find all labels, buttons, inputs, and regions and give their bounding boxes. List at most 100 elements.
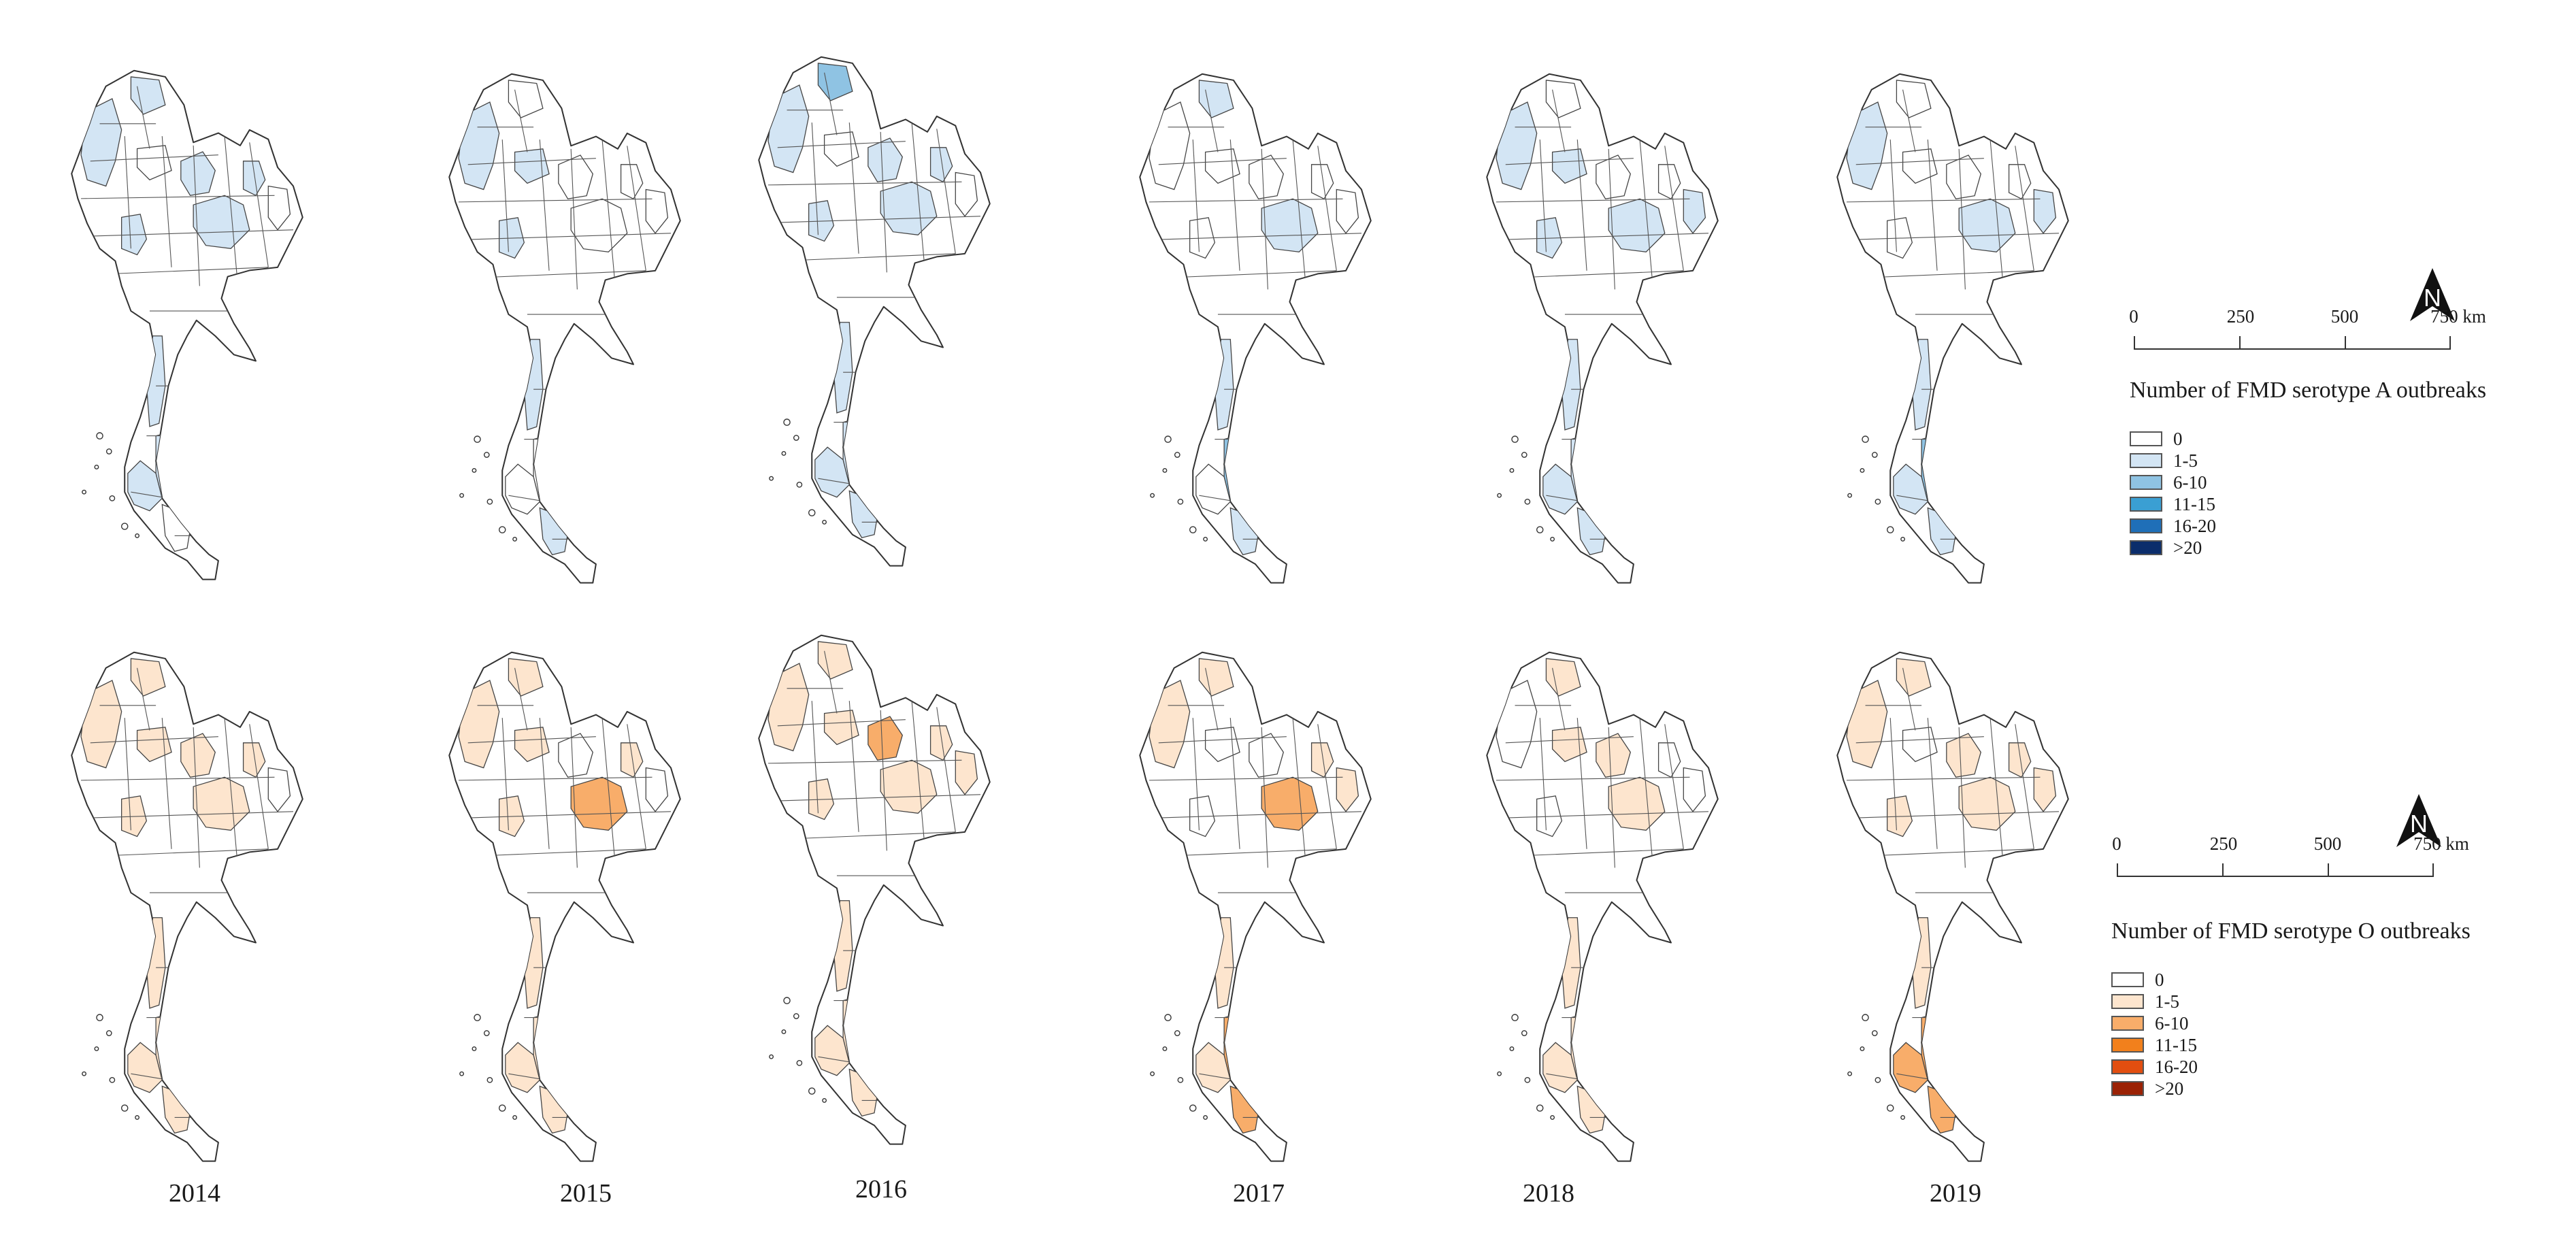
- island: [1847, 493, 1853, 498]
- province-north_2: [136, 145, 172, 181]
- province-northeast_4: [2033, 767, 2057, 812]
- province-boundary: [1989, 718, 2003, 859]
- legend-item: 1-5: [2130, 450, 2576, 471]
- province-northeast_3: [1657, 164, 1681, 200]
- province-boundary: [1552, 89, 1566, 152]
- island: [486, 498, 493, 505]
- legend-item: >20: [2130, 537, 2576, 559]
- island: [1871, 1030, 1878, 1036]
- legend-label: 16-20: [2155, 1056, 2198, 1077]
- island: [793, 1013, 799, 1019]
- island: [459, 493, 465, 498]
- province-boundary: [1149, 776, 1343, 781]
- province-northeast_3: [620, 742, 644, 778]
- province-northeast_4: [2033, 188, 2057, 234]
- province-boundary: [1505, 158, 1634, 165]
- province-south_1: [1542, 1042, 1579, 1093]
- province-boundary: [1664, 724, 1684, 849]
- province-boundary: [1158, 158, 1287, 165]
- province-north_1: [1545, 658, 1581, 697]
- province-north_2: [514, 148, 550, 184]
- province-boundary: [570, 148, 578, 290]
- map-serotype_o-2017: [1139, 651, 1372, 1162]
- legend-item: 6-10: [2130, 471, 2576, 493]
- legend-swatch: [2130, 431, 2162, 446]
- province-boundary: [224, 718, 237, 859]
- province-northeast_4: [267, 767, 291, 812]
- province-north_2: [1551, 148, 1587, 184]
- province-boundary: [627, 146, 646, 271]
- province-boundary: [514, 89, 528, 152]
- map-serotype_a-2016: [758, 56, 991, 567]
- province-boundary: [806, 831, 956, 839]
- island: [1497, 493, 1502, 498]
- island: [1886, 1104, 1894, 1112]
- province-boundary: [161, 136, 172, 267]
- province-northeast_2: [868, 716, 903, 761]
- province-northeast_4: [645, 767, 669, 812]
- province-boundary: [118, 848, 269, 856]
- province-boundary: [1989, 139, 2003, 280]
- svg-text:N: N: [2410, 810, 2428, 838]
- province-boundary: [1958, 148, 1966, 290]
- legend-item: 0: [2111, 969, 2576, 991]
- legend-item: 16-20: [2130, 515, 2576, 537]
- province-boundary: [1884, 848, 2034, 856]
- island: [82, 1071, 87, 1076]
- province-boundary: [2015, 724, 2034, 849]
- province-northeast_3: [1310, 742, 1334, 778]
- province-south_1: [814, 446, 851, 498]
- province-north_1: [1896, 80, 1932, 118]
- province-northeast_3: [2008, 164, 2032, 200]
- province-boundary: [1187, 848, 1337, 856]
- province-boundary: [601, 139, 615, 280]
- island: [1497, 1071, 1502, 1076]
- province-boundary: [1902, 667, 1916, 731]
- province-boundary: [124, 136, 131, 249]
- province-northeast_1: [1958, 776, 2016, 831]
- province-north_1: [1545, 80, 1581, 118]
- province-boundary: [1317, 146, 1337, 271]
- province-south_1: [127, 1042, 163, 1093]
- scale-tick: [2134, 336, 2135, 350]
- island: [822, 1097, 827, 1103]
- province-boundary: [880, 710, 887, 851]
- island: [96, 1014, 103, 1021]
- province-northeast_4: [1336, 767, 1359, 812]
- province-northeast_1: [570, 198, 628, 252]
- legend-swatch: [2111, 1059, 2144, 1074]
- province-boundary: [1889, 139, 1897, 252]
- province-boundary: [780, 794, 981, 801]
- map-serotype_a-2017: [1139, 73, 1372, 584]
- province-boundary: [80, 776, 275, 781]
- legend-label: 11-15: [2173, 493, 2215, 514]
- island: [1164, 1014, 1172, 1021]
- island: [1203, 1114, 1208, 1120]
- island: [1536, 526, 1544, 533]
- province-south_1: [505, 1042, 541, 1093]
- island: [94, 465, 99, 469]
- island: [1862, 435, 1869, 443]
- island: [1524, 498, 1531, 505]
- year-label-2015: 2015: [560, 1179, 612, 1208]
- scale-tick: [2117, 863, 2118, 877]
- province-boundary: [1639, 139, 1653, 280]
- province-boundary: [767, 181, 962, 186]
- province-northeast_1: [1608, 776, 1666, 831]
- year-label-2018: 2018: [1523, 1179, 1574, 1208]
- legend-serotype-o: Number of FMD serotype O outbreaks 0 1-5 6-…: [2111, 919, 2576, 1099]
- province-north_1: [1198, 658, 1234, 697]
- island: [783, 997, 791, 1004]
- island: [109, 1076, 116, 1083]
- island: [82, 489, 87, 495]
- province-boundary: [1205, 89, 1219, 152]
- province-boundary: [848, 701, 859, 832]
- legend-label: 6-10: [2155, 1012, 2189, 1033]
- north-arrow-icon: N: [2396, 794, 2441, 847]
- island: [1174, 1030, 1180, 1036]
- province-northeast_3: [242, 742, 266, 778]
- province-northeast_1: [1608, 198, 1666, 252]
- province-boundary: [118, 267, 269, 274]
- province-boundary: [496, 848, 646, 856]
- scale-tick: [2432, 863, 2434, 877]
